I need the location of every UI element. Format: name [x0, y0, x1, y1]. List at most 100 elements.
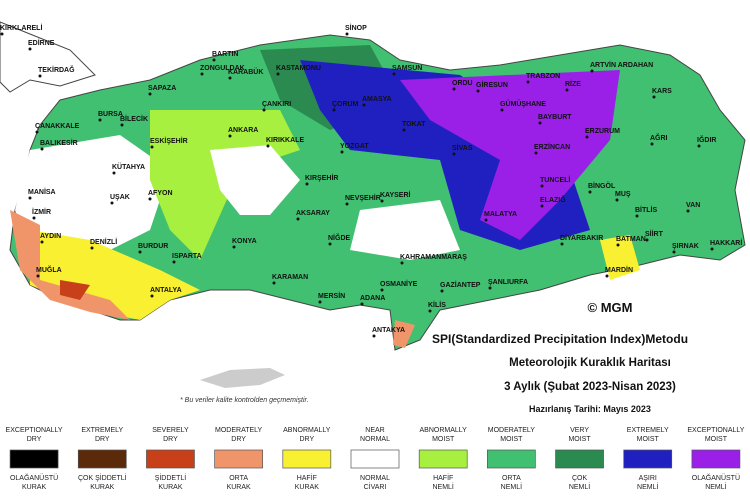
- city-label: AFYON: [148, 190, 173, 197]
- city-label: EDİRNE: [28, 39, 55, 47]
- city-label: ERZURUM: [585, 128, 620, 135]
- city-label: GAZİANTEP: [440, 281, 481, 289]
- map-shapes: [0, 21, 746, 388]
- city-label: AYDIN: [40, 233, 61, 240]
- city-dot: [652, 95, 656, 99]
- legend-en: DRY: [27, 436, 42, 443]
- legend-en: EXCEPTIONALLY: [687, 427, 744, 434]
- city-dot: [538, 121, 542, 125]
- legend-en: DRY: [299, 436, 314, 443]
- legend-en: ABNORMALLY: [420, 427, 468, 434]
- normal-zone-south: [350, 200, 460, 260]
- city-dot: [440, 289, 444, 293]
- city-label: KASTAMONU: [276, 65, 321, 72]
- map-title: SPI(Standardized Precipitation Index)Met…: [432, 332, 688, 414]
- city-label: GİRESUN: [476, 81, 508, 89]
- city-dot: [697, 144, 701, 148]
- legend-en: MODERATELY: [215, 427, 263, 434]
- city-dot: [318, 300, 322, 304]
- legend-swatch: [350, 449, 400, 469]
- city-label: ŞIRNAK: [672, 243, 699, 250]
- city-dot: [28, 196, 32, 200]
- city-dot: [380, 288, 384, 292]
- city-label: KARABÜK: [228, 67, 263, 76]
- legend-swatch: [282, 449, 332, 469]
- city-dot: [262, 108, 266, 112]
- city-dot: [228, 134, 232, 138]
- city-dot: [32, 216, 36, 220]
- normal-zone: [210, 145, 300, 215]
- city-label: TEKİRDAĞ: [38, 65, 75, 74]
- city-dot: [615, 198, 619, 202]
- dry-zone: [15, 135, 170, 255]
- city-dot: [332, 108, 336, 112]
- city-label: ADANA: [360, 295, 385, 302]
- city-label: ESKİŞEHİR: [150, 137, 188, 145]
- legend-tr: CİVARI: [364, 482, 387, 491]
- legend-tr: KURAK: [227, 484, 251, 491]
- city-dot: [362, 103, 366, 107]
- city-label: MANİSA: [28, 188, 56, 196]
- legend-tr: AŞIRI: [639, 475, 657, 482]
- city-label: KONYA: [232, 238, 257, 245]
- city-dot: [345, 202, 349, 206]
- city-dot: [276, 72, 280, 76]
- city-label: ÇORUM: [332, 101, 359, 108]
- city-label: DENİZLİ: [90, 238, 117, 246]
- city-dot: [635, 214, 639, 218]
- legend-tr: KURAK: [90, 484, 114, 491]
- city-label: ÇANAKKALE: [35, 123, 80, 130]
- legend-tr: KURAK: [158, 484, 182, 491]
- city-label: BURDUR: [138, 243, 168, 250]
- city-label: UŞAK: [110, 194, 130, 201]
- city-dot: [565, 88, 569, 92]
- title-line: Hazırlanış Tarihi: Mayıs 2023: [529, 404, 651, 414]
- city-dot: [650, 142, 654, 146]
- copyright: © MGM: [588, 300, 633, 315]
- city-label: SAMSUN: [392, 65, 422, 72]
- legend-swatch: [623, 449, 673, 469]
- city-label: SİVAS: [452, 144, 473, 152]
- city-label: ARTVİN ARDAHAN: [590, 61, 653, 69]
- city-label: KARAMAN: [272, 274, 308, 281]
- city-dot: [605, 274, 609, 278]
- city-label: ÇANKIRI: [262, 101, 291, 108]
- legend-swatch: [146, 449, 195, 469]
- city-label: AĞRI: [650, 133, 668, 142]
- title-line: 3 Aylık (Şubat 2023-Nisan 2023): [504, 381, 676, 393]
- city-label: AKSARAY: [296, 210, 330, 217]
- city-label: ANKARA: [228, 127, 258, 134]
- city-dot: [148, 92, 152, 96]
- city-label: ANTAKYA: [372, 327, 405, 334]
- city-dot: [36, 274, 40, 278]
- legend-en: EXTREMELY: [81, 427, 123, 434]
- city-dot: [585, 135, 589, 139]
- city-dot: [0, 32, 4, 36]
- city-dot: [150, 145, 154, 149]
- city-dot: [232, 245, 236, 249]
- city-dot: [710, 247, 714, 251]
- city-dot: [328, 242, 332, 246]
- city-dot: [360, 302, 364, 306]
- city-dot: [148, 197, 152, 201]
- city-dot: [452, 152, 456, 156]
- orange-hatay: [393, 320, 415, 348]
- city-label: BİLECİK: [120, 115, 148, 123]
- city-labels: KIRKLARELİ EDİRNE TEKİRDAĞ ÇANAKKALE BALIKES…: [0, 24, 742, 338]
- city-dot: [35, 130, 39, 134]
- orange-zone: [10, 210, 130, 320]
- city-label: MERSİN: [318, 292, 345, 300]
- city-dot: [120, 123, 124, 127]
- legend-en: EXTREMELY: [627, 427, 669, 434]
- legend-tr: KURAK: [295, 484, 319, 491]
- legend-en: MOIST: [568, 436, 591, 443]
- city-label: ŞANLIURFA: [488, 279, 528, 286]
- city-dot: [40, 240, 44, 244]
- city-dot: [452, 87, 456, 91]
- city-dot: [484, 218, 488, 222]
- legend-en: MOIST: [705, 436, 728, 443]
- city-label: VAN: [686, 202, 700, 209]
- legend-swatch: [418, 449, 468, 469]
- city-dot: [380, 199, 384, 203]
